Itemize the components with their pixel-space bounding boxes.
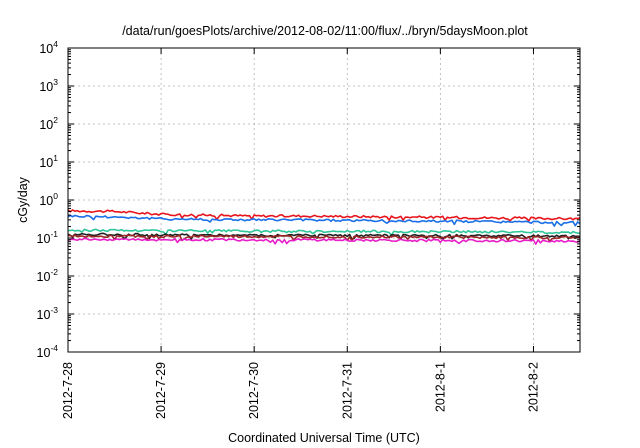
series-line-6 [67,237,581,245]
y-tick-label: 10-4 [37,343,59,360]
x-tick-label: 2012-8-1 [433,362,447,412]
x-axis-label: Coordinated Universal Time (UTC) [228,431,420,445]
y-tick-base: 10 [39,156,53,170]
y-tick-label: 100 [39,191,58,208]
series-line-3 [67,228,581,237]
y-tick-label: 103 [39,77,58,94]
y-tick-exponent: -2 [50,267,58,277]
y-tick-exponent: 4 [53,39,58,49]
x-tick-label: 2012-7-29 [154,362,168,419]
series-line-1 [67,209,581,222]
y-tick-label: 10-1 [37,229,59,246]
y-tick-exponent: -1 [50,229,58,239]
y-tick-label: 104 [39,39,58,56]
series-layer [67,209,581,245]
y-tick-base: 10 [39,80,53,94]
y-tick-exponent: 1 [53,153,58,163]
y-tick-label: 10-2 [37,267,59,284]
y-tick-base: 10 [39,194,53,208]
x-tick-label: 2012-7-28 [61,362,75,419]
y-tick-base: 10 [37,270,51,284]
y-tick-label: 102 [39,115,58,132]
y-tick-base: 10 [37,308,51,322]
y-tick-base: 10 [39,118,53,132]
y-tick-base: 10 [37,232,51,246]
x-tick-label: 2012-7-30 [247,362,261,419]
y-tick-label: 101 [39,153,58,170]
x-tick-label: 2012-8-2 [526,362,540,412]
y-tick-base: 10 [39,42,53,56]
chart-title: /data/run/goesPlots/archive/2012-08-02/1… [122,24,528,38]
y-tick-label: 10-3 [37,305,59,322]
y-axis-label: cGy/day [16,176,30,223]
series-line-5 [67,234,581,243]
series-line-2 [67,214,581,227]
y-tick-exponent: 3 [53,77,58,87]
x-tick-label: 2012-7-31 [340,362,354,419]
x-axis-ticks: 2012-7-28 2012-7-29 2012-7-30 2012-7-31 2012… [61,48,540,419]
y-tick-exponent: -4 [50,343,58,353]
y-tick-exponent: -3 [50,305,58,315]
grid [68,48,580,352]
series-line-4 [67,232,581,241]
y-tick-exponent: 0 [53,191,58,201]
y-tick-exponent: 2 [53,115,58,125]
y-tick-base: 10 [37,346,51,360]
